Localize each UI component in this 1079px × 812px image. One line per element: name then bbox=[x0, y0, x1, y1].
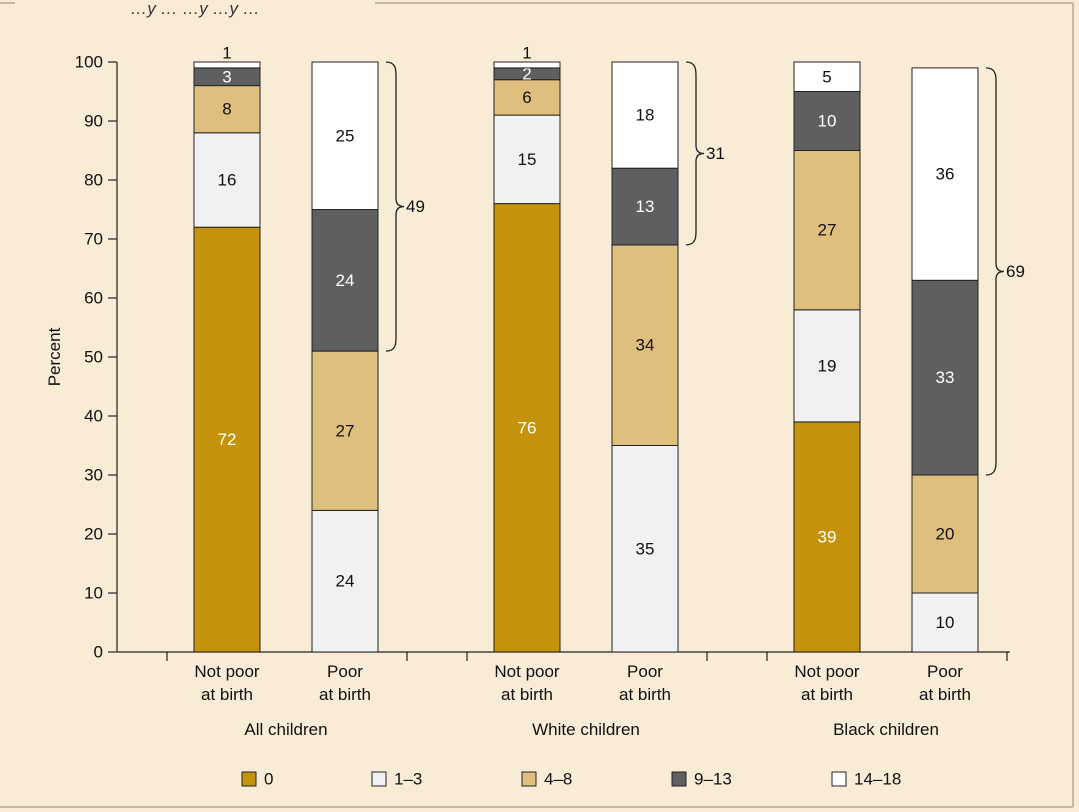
y-axis-label: Percent bbox=[45, 327, 64, 386]
bar-segment bbox=[193, 61, 261, 69]
bar-value-label: 6 bbox=[522, 88, 531, 107]
brace bbox=[685, 61, 705, 246]
legend-label: 1–3 bbox=[394, 770, 422, 789]
bar-value-label: 19 bbox=[818, 356, 837, 375]
legend-label: 9–13 bbox=[694, 770, 732, 789]
header-partial-text: …y … …y …y … bbox=[130, 0, 259, 18]
bar-segment bbox=[311, 509, 379, 653]
bar-value-label: 15 bbox=[518, 150, 537, 169]
bar-value-label: 35 bbox=[636, 539, 655, 558]
bar-value-label: 27 bbox=[818, 221, 837, 240]
bar-value-label: 36 bbox=[936, 165, 955, 184]
bar-segment bbox=[193, 85, 261, 134]
bar-category-label: at birth bbox=[501, 685, 553, 704]
y-tick-label: 40 bbox=[84, 407, 103, 426]
bar-segment bbox=[911, 67, 979, 281]
legend-label: 4–8 bbox=[544, 770, 572, 789]
bar-category-label: Not poor bbox=[194, 662, 260, 681]
brace bbox=[985, 67, 1005, 476]
bar-value-label: 76 bbox=[518, 418, 537, 437]
y-tick-label: 80 bbox=[84, 171, 103, 190]
brace-value-label: 69 bbox=[1006, 262, 1025, 281]
bar-value-label: 72 bbox=[218, 430, 237, 449]
bar-value-label: 8 bbox=[222, 100, 231, 119]
bar-value-label: 2 bbox=[522, 64, 531, 83]
bar-segment bbox=[911, 592, 979, 653]
y-tick-label: 100 bbox=[75, 53, 103, 72]
bar-value-label: 1 bbox=[222, 44, 231, 63]
bar-segment bbox=[793, 61, 861, 92]
bar-segment bbox=[793, 150, 861, 311]
brace bbox=[385, 61, 405, 352]
legend-label: 0 bbox=[264, 770, 273, 789]
legend-swatch bbox=[671, 771, 687, 787]
bar-category-label: Poor bbox=[927, 662, 963, 681]
bar-segment bbox=[311, 61, 379, 210]
bar-segment bbox=[193, 226, 261, 653]
bar-value-label: 10 bbox=[818, 112, 837, 131]
y-tick-label: 0 bbox=[94, 643, 103, 662]
bar-category-label: at birth bbox=[619, 685, 671, 704]
y-tick-label: 60 bbox=[84, 289, 103, 308]
group-label: Black children bbox=[833, 720, 939, 739]
group-label: White children bbox=[532, 720, 640, 739]
bar-segment bbox=[793, 91, 861, 151]
y-tick-label: 20 bbox=[84, 525, 103, 544]
bar-segment bbox=[611, 244, 679, 446]
y-tick-label: 30 bbox=[84, 466, 103, 485]
y-tick-label: 90 bbox=[84, 112, 103, 131]
bar-value-label: 25 bbox=[336, 126, 355, 145]
bar-segment bbox=[193, 132, 261, 228]
bar-segment bbox=[311, 350, 379, 511]
bar-category-label: Poor bbox=[327, 662, 363, 681]
bar-segment bbox=[611, 445, 679, 653]
y-tick-label: 10 bbox=[84, 584, 103, 603]
y-tick-label: 70 bbox=[84, 230, 103, 249]
legend-label: 14–18 bbox=[854, 770, 901, 789]
bar-category-label: at birth bbox=[201, 685, 253, 704]
bar-value-label: 13 bbox=[636, 197, 655, 216]
bar-category-label: at birth bbox=[801, 685, 853, 704]
legend-swatch bbox=[521, 771, 537, 787]
bar-value-label: 3 bbox=[222, 67, 231, 86]
bar-value-label: 39 bbox=[818, 527, 837, 546]
bar-segment bbox=[311, 209, 379, 352]
bar-value-label: 27 bbox=[336, 421, 355, 440]
bar-segment bbox=[793, 309, 861, 423]
bar-segment bbox=[911, 474, 979, 594]
bar-category-label: Poor bbox=[627, 662, 663, 681]
bar-segment bbox=[493, 61, 561, 69]
bar-value-label: 24 bbox=[336, 271, 355, 290]
bar-value-label: 5 bbox=[822, 67, 831, 86]
bar-category-label: Not poor bbox=[494, 662, 560, 681]
bar-segment bbox=[493, 79, 561, 116]
bar-segment bbox=[911, 279, 979, 476]
bar-value-label: 16 bbox=[218, 171, 237, 190]
bar-segment bbox=[793, 421, 861, 653]
group-label: All children bbox=[244, 720, 327, 739]
bar-value-label: 10 bbox=[936, 613, 955, 632]
bar-value-label: 1 bbox=[522, 44, 531, 63]
bar-value-label: 33 bbox=[936, 368, 955, 387]
brace-value-label: 31 bbox=[706, 144, 725, 163]
bar-segment bbox=[611, 167, 679, 246]
legend-swatch bbox=[831, 771, 847, 787]
bar-segment bbox=[611, 61, 679, 169]
bar-category-label: at birth bbox=[919, 685, 971, 704]
bar-value-label: 18 bbox=[636, 106, 655, 125]
legend-swatch bbox=[241, 771, 257, 787]
y-tick-label: 50 bbox=[84, 348, 103, 367]
bar-category-label: Not poor bbox=[794, 662, 860, 681]
brace-value-label: 49 bbox=[406, 197, 425, 216]
legend-swatch bbox=[371, 771, 387, 787]
bar-value-label: 34 bbox=[636, 336, 655, 355]
bar-value-label: 20 bbox=[936, 525, 955, 544]
bar-segment bbox=[493, 114, 561, 205]
bar-category-label: at birth bbox=[319, 685, 371, 704]
bar-value-label: 24 bbox=[336, 572, 355, 591]
